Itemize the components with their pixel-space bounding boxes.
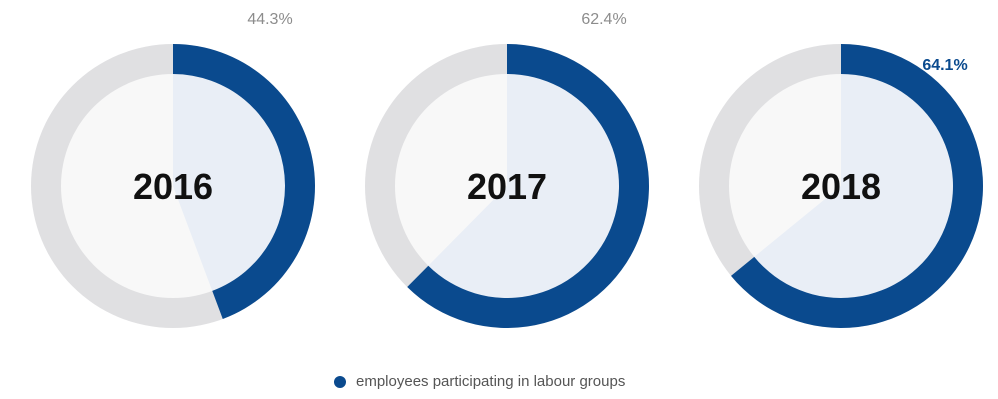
year-label: 2017 bbox=[467, 166, 547, 207]
value-label: 62.4% bbox=[581, 11, 626, 28]
donut-value-arc bbox=[731, 44, 983, 328]
donut-inner-fill bbox=[754, 74, 953, 298]
value-label: 44.3% bbox=[247, 11, 292, 28]
donut-inner-fill bbox=[173, 74, 286, 291]
value-label: 64.1% bbox=[922, 57, 967, 74]
donut-value-arc bbox=[173, 44, 315, 319]
donut-inner-fill bbox=[428, 74, 620, 298]
legend-marker bbox=[334, 375, 346, 388]
donut-2016: 2016 44.3% bbox=[31, 11, 315, 328]
legend-label: employees participating in labour groups bbox=[356, 373, 626, 390]
year-label: 2016 bbox=[133, 166, 213, 207]
donut-2017: 2017 62.4% bbox=[365, 11, 649, 329]
donut-2018: 2018 64.1% bbox=[699, 44, 983, 328]
year-label: 2018 bbox=[801, 166, 881, 207]
donut-value-arc bbox=[407, 44, 649, 329]
legend: employees participating in labour groups bbox=[334, 373, 625, 390]
